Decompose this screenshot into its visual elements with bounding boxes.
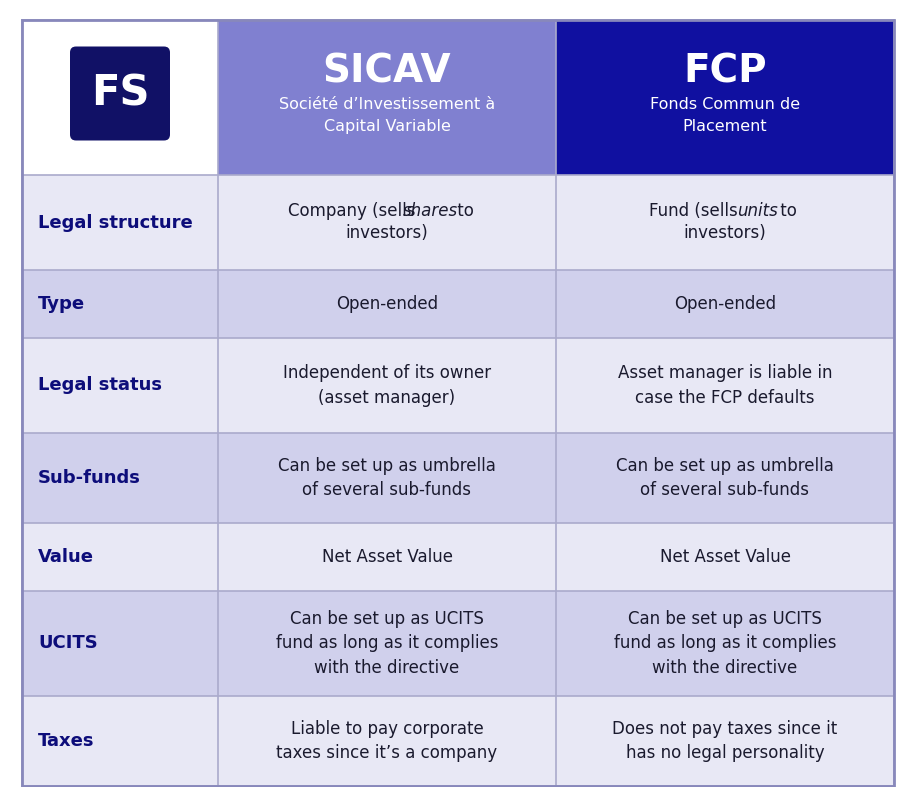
Bar (556, 20, 894, 175)
Text: Can be set up as umbrella
of several sub-funds: Can be set up as umbrella of several sub… (616, 456, 834, 499)
Text: to: to (452, 202, 473, 220)
Bar (22, 338, 218, 433)
Text: Fonds Commun de
Placement: Fonds Commun de Placement (650, 98, 800, 134)
Text: Taxes: Taxes (38, 732, 94, 750)
FancyBboxPatch shape (70, 46, 170, 141)
Bar (556, 523, 894, 591)
Bar (22, 270, 218, 338)
Bar (556, 175, 894, 270)
Bar (556, 696, 894, 786)
Text: Can be set up as umbrella
of several sub-funds: Can be set up as umbrella of several sub… (278, 456, 496, 499)
Text: Type: Type (38, 295, 85, 313)
Bar (556, 338, 894, 433)
Bar (556, 591, 894, 696)
Bar (218, 523, 556, 591)
Text: Legal status: Legal status (38, 376, 162, 394)
Bar (218, 696, 556, 786)
Bar (218, 270, 556, 338)
Text: Société d’Investissement à
Capital Variable: Société d’Investissement à Capital Varia… (279, 98, 495, 134)
Bar (22, 591, 218, 696)
Bar (22, 523, 218, 591)
Bar (556, 270, 894, 338)
Text: to: to (775, 202, 797, 220)
Text: Can be set up as UCITS
fund as long as it complies
with the directive: Can be set up as UCITS fund as long as i… (276, 610, 498, 677)
Text: Open-ended: Open-ended (336, 295, 438, 313)
Bar (218, 338, 556, 433)
Text: investors): investors) (683, 224, 766, 242)
Bar (22, 433, 218, 523)
Text: Company (sells: Company (sells (288, 202, 421, 220)
Text: Liable to pay corporate
taxes since it’s a company: Liable to pay corporate taxes since it’s… (277, 720, 497, 762)
Text: Can be set up as UCITS
fund as long as it complies
with the directive: Can be set up as UCITS fund as long as i… (613, 610, 836, 677)
Bar (556, 433, 894, 523)
Text: Open-ended: Open-ended (674, 295, 776, 313)
Text: Sub-funds: Sub-funds (38, 469, 141, 487)
Text: Fund (sells: Fund (sells (649, 202, 744, 220)
Text: FS: FS (91, 72, 149, 114)
Text: SICAV: SICAV (322, 53, 452, 91)
Text: shares: shares (402, 202, 458, 220)
Bar (22, 175, 218, 270)
Text: Does not pay taxes since it
has no legal personality: Does not pay taxes since it has no legal… (612, 720, 838, 762)
Text: FCP: FCP (683, 53, 767, 91)
Text: Independent of its owner
(asset manager): Independent of its owner (asset manager) (283, 364, 491, 407)
Text: Net Asset Value: Net Asset Value (321, 548, 453, 566)
Text: Legal structure: Legal structure (38, 213, 193, 231)
Bar (218, 433, 556, 523)
Text: investors): investors) (346, 224, 428, 242)
Text: Asset manager is liable in
case the FCP defaults: Asset manager is liable in case the FCP … (618, 364, 832, 407)
Text: Value: Value (38, 548, 94, 566)
Bar (218, 591, 556, 696)
Bar (218, 175, 556, 270)
Bar (22, 696, 218, 786)
Text: Net Asset Value: Net Asset Value (659, 548, 790, 566)
Text: UCITS: UCITS (38, 634, 98, 652)
Bar (218, 20, 556, 175)
Bar (22, 20, 218, 175)
Text: units: units (737, 202, 778, 220)
